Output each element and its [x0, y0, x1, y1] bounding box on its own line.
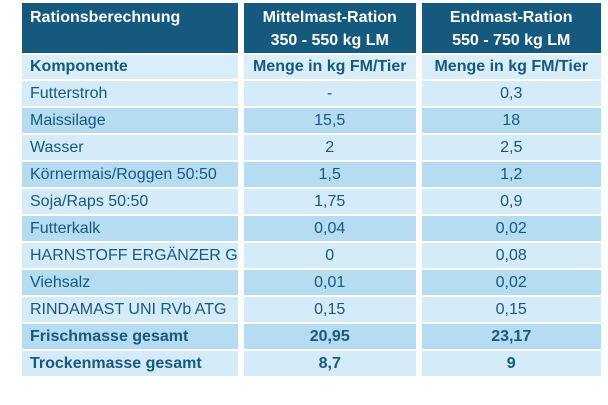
endmast-value-cell: 23,17	[421, 324, 601, 349]
table-row: Soja/Raps 50:50 1,75 0,9	[22, 189, 601, 214]
table-row: RINDAMAST UNI RVb ATG 0,15 0,15	[22, 297, 601, 322]
component-cell: Körnermais/Roggen 50:50	[22, 162, 238, 187]
table-row-frischmasse-total: Frischmasse gesamt 20,95 23,17	[22, 324, 601, 349]
endmast-value-cell: 1,2	[421, 162, 601, 187]
component-cell: RINDAMAST UNI RVb ATG	[22, 297, 238, 322]
table-row: Maissilage 15,5 18	[22, 108, 601, 133]
endmast-value-cell: 0,15	[421, 297, 601, 322]
mittelmast-header-line2: 350 - 550 kg LM	[270, 32, 389, 49]
component-cell: Wasser	[22, 135, 238, 160]
table-subheader-row: Komponente Menge in kg FM/Tier Menge in …	[22, 55, 601, 79]
mittelmast-value-cell: 0,15	[243, 297, 416, 322]
component-cell: Trockenmasse gesamt	[22, 351, 238, 376]
ration-table: Rationsberechnung Mittelmast-Ration 350 …	[16, 1, 607, 378]
component-cell: Frischmasse gesamt	[22, 324, 238, 349]
endmast-header-line2: 550 - 750 kg LM	[452, 32, 571, 49]
mittelmast-value-cell: 8,7	[243, 351, 416, 376]
mittelmast-value-cell: 15,5	[243, 108, 416, 133]
table-row: Futterkalk 0,04 0,02	[22, 216, 601, 241]
component-cell: Soja/Raps 50:50	[22, 189, 238, 214]
component-cell: Futterkalk	[22, 216, 238, 241]
component-cell: HARNSTOFF ERGÄNZER G	[22, 243, 238, 268]
mittelmast-value-cell: 0,01	[243, 270, 416, 295]
table-row: Futterstroh - 0,3	[22, 81, 601, 106]
endmast-value-cell: 0,02	[421, 216, 601, 241]
table-header-row: Rationsberechnung Mittelmast-Ration 350 …	[22, 3, 601, 53]
table-row: HARNSTOFF ERGÄNZER G 0 0,08	[22, 243, 601, 268]
endmast-value-cell: 0,9	[421, 189, 601, 214]
mittelmast-value-cell: -	[243, 81, 416, 106]
table-title: Rationsberechnung	[30, 9, 181, 26]
component-cell: Maissilage	[22, 108, 238, 133]
endmast-value-cell: 0,02	[421, 270, 601, 295]
component-cell: Futterstroh	[22, 81, 238, 106]
mittelmast-value-cell: 20,95	[243, 324, 416, 349]
header-cell-rationsberechnung: Rationsberechnung	[22, 3, 238, 53]
table-row: Körnermais/Roggen 50:50 1,5 1,2	[22, 162, 601, 187]
table-row: Viehsalz 0,01 0,02	[22, 270, 601, 295]
mittelmast-value-cell: 1,5	[243, 162, 416, 187]
endmast-value-cell: 0,08	[421, 243, 601, 268]
endmast-value-cell: 2,5	[421, 135, 601, 160]
mittelmast-value-cell: 0	[243, 243, 416, 268]
table-row-trockenmasse-total: Trockenmasse gesamt 8,7 9	[22, 351, 601, 376]
component-cell: Viehsalz	[22, 270, 238, 295]
endmast-value-cell: 18	[421, 108, 601, 133]
header-cell-endmast: Endmast-Ration 550 - 750 kg LM	[421, 3, 601, 53]
endmast-value-cell: 0,3	[421, 81, 601, 106]
subheader-cell-komponente: Komponente	[22, 55, 238, 79]
endmast-header-line1: Endmast-Ration	[449, 9, 573, 26]
subheader-cell-menge-mittelmast: Menge in kg FM/Tier	[243, 55, 416, 79]
mittelmast-value-cell: 1,75	[243, 189, 416, 214]
endmast-value-cell: 9	[421, 351, 601, 376]
header-cell-mittelmast: Mittelmast-Ration 350 - 550 kg LM	[243, 3, 416, 53]
mittelmast-value-cell: 2	[243, 135, 416, 160]
table-row: Wasser 2 2,5	[22, 135, 601, 160]
subheader-cell-menge-endmast: Menge in kg FM/Tier	[421, 55, 601, 79]
mittelmast-value-cell: 0,04	[243, 216, 416, 241]
mittelmast-header-line1: Mittelmast-Ration	[262, 9, 397, 26]
